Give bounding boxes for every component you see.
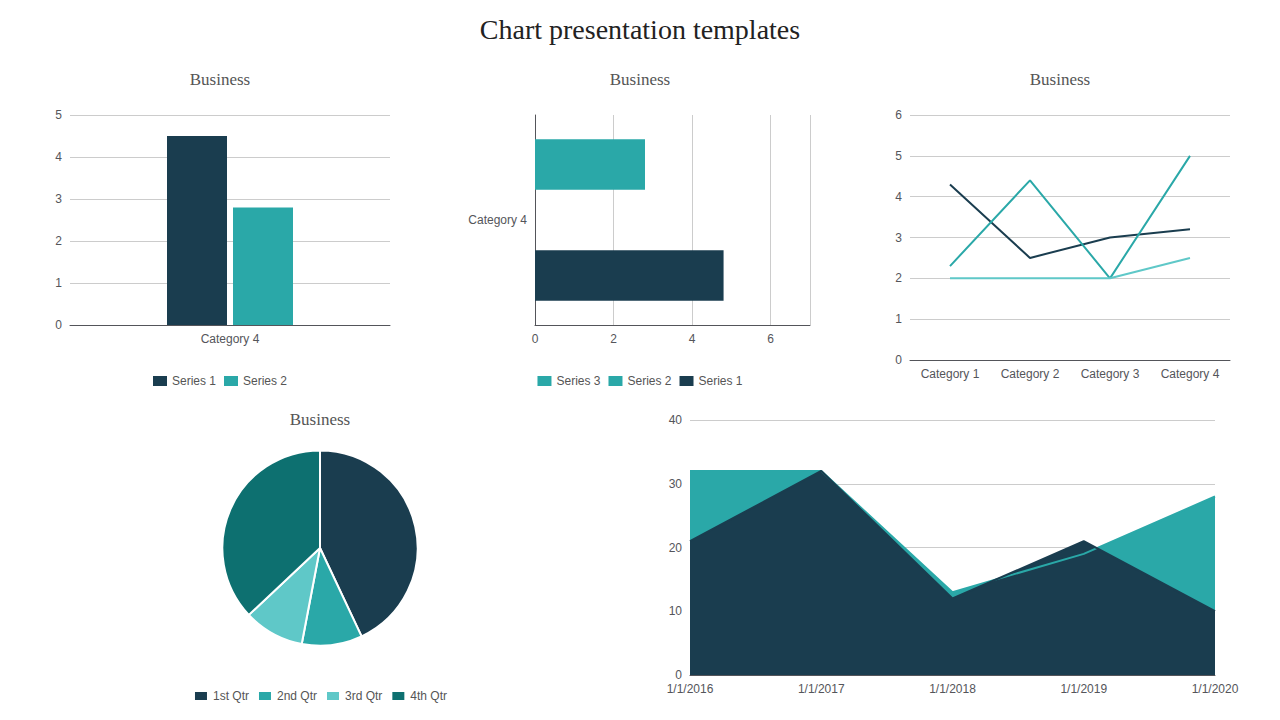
svg-text:Series 1: Series 1 [699, 374, 743, 388]
svg-text:Category 4: Category 4 [201, 332, 260, 346]
svg-text:40: 40 [669, 413, 683, 427]
svg-text:Series 3: Series 3 [556, 374, 600, 388]
svg-text:1st Qtr: 1st Qtr [213, 689, 249, 703]
svg-text:3: 3 [895, 231, 902, 245]
svg-text:Business: Business [610, 70, 670, 89]
svg-text:Category 4: Category 4 [468, 213, 527, 227]
svg-text:3rd Qtr: 3rd Qtr [345, 689, 382, 703]
svg-text:0: 0 [55, 318, 62, 332]
svg-text:2: 2 [610, 332, 617, 346]
svg-text:1/1/2018: 1/1/2018 [929, 682, 976, 696]
svg-text:6: 6 [767, 332, 774, 346]
svg-text:2nd Qtr: 2nd Qtr [277, 689, 317, 703]
svg-text:Series 1: Series 1 [172, 374, 216, 388]
svg-text:Business: Business [1030, 70, 1090, 89]
svg-text:4: 4 [55, 150, 62, 164]
svg-text:3: 3 [55, 192, 62, 206]
svg-text:1/1/2017: 1/1/2017 [798, 682, 845, 696]
svg-text:0: 0 [895, 353, 902, 367]
svg-text:10: 10 [669, 604, 683, 618]
svg-text:4: 4 [689, 332, 696, 346]
svg-text:5: 5 [895, 149, 902, 163]
svg-text:1/1/2019: 1/1/2019 [1060, 682, 1107, 696]
svg-text:Business: Business [190, 70, 250, 89]
svg-text:2: 2 [895, 271, 902, 285]
svg-text:Chart presentation templates: Chart presentation templates [480, 14, 800, 45]
svg-text:Category 4: Category 4 [1161, 367, 1220, 381]
svg-text:4th Qtr: 4th Qtr [410, 689, 447, 703]
svg-text:1: 1 [895, 312, 902, 326]
svg-text:1/1/2016: 1/1/2016 [667, 682, 714, 696]
svg-text:6: 6 [895, 108, 902, 122]
svg-text:20: 20 [669, 541, 683, 555]
svg-text:2: 2 [55, 234, 62, 248]
svg-text:Business: Business [290, 410, 350, 429]
svg-text:0: 0 [675, 668, 682, 682]
svg-text:Category 1: Category 1 [921, 367, 980, 381]
svg-text:Series 2: Series 2 [243, 374, 287, 388]
svg-text:30: 30 [669, 477, 683, 491]
svg-text:Category 3: Category 3 [1081, 367, 1140, 381]
svg-text:1/1/2020: 1/1/2020 [1192, 682, 1239, 696]
svg-text:5: 5 [55, 108, 62, 122]
svg-text:Category 2: Category 2 [1001, 367, 1060, 381]
svg-text:Series 2: Series 2 [627, 374, 671, 388]
svg-text:4: 4 [895, 190, 902, 204]
svg-text:1: 1 [55, 276, 62, 290]
svg-text:0: 0 [532, 332, 539, 346]
